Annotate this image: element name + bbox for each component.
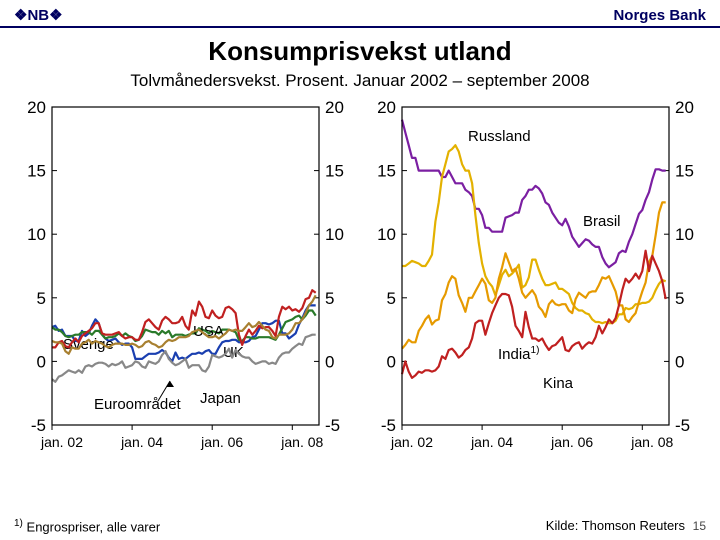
footnote: 1) Engrospriser, alle varer [14,518,160,534]
svg-text:jan. 02: jan. 02 [389,434,432,450]
page-number: 15 [693,519,706,533]
series-label-brasil: Brasil [583,213,621,230]
source: Kilde: Thomson Reuters 15 [546,518,706,534]
chart-right: -5 -5 0 0 5 5 10 10 15 15 20 20 Russland Brasil India1… [368,101,703,461]
svg-text:15: 15 [325,162,344,181]
svg-text:-5: -5 [325,416,340,435]
svg-text:10: 10 [27,225,46,244]
svg-text:10: 10 [377,225,396,244]
svg-text:5: 5 [36,289,45,308]
page-title: Konsumprisvekst utland [0,36,720,67]
logo: ❖NB❖ [14,6,63,24]
svg-text:20: 20 [675,101,694,117]
left-panel: -5-50055101015152020SverigeEuroområdetUS… [18,101,353,461]
svg-text:jan. 04: jan. 04 [470,434,513,450]
svg-text:jan. 06: jan. 06 [200,434,243,450]
svg-text:15: 15 [377,162,396,181]
svg-text:jan. 08: jan. 08 [280,434,323,450]
svg-text:0: 0 [36,352,45,371]
series-label-india: India1) [498,345,539,363]
svg-text:jan. 08: jan. 08 [630,434,673,450]
series-label-russland: Russland [468,128,531,145]
chart-left: -5-50055101015152020SverigeEuroområdetUS… [18,101,353,461]
right-panel: -5 -5 0 0 5 5 10 10 15 15 20 20 Russland Brasil India1… [368,101,703,461]
series-label-kina: Kina [543,375,574,392]
svg-text:5: 5 [675,289,684,308]
svg-text:10: 10 [325,225,344,244]
svg-text:20: 20 [325,101,344,117]
series-brasil [402,145,666,323]
svg-text:0: 0 [386,352,395,371]
page-subtitle: Tolvmånedersvekst. Prosent. Januar 2002 … [0,71,720,91]
panels: -5-50055101015152020SverigeEuroområdetUS… [0,101,720,461]
svg-text:0: 0 [675,352,684,371]
series-india [402,202,666,348]
svg-text:5: 5 [386,289,395,308]
header: ❖NB❖ Norges Bank [0,0,720,28]
svg-text:jan. 02: jan. 02 [39,434,82,450]
svg-text:-5: -5 [675,416,690,435]
footnote-text: Engrospriser, alle varer [27,519,161,534]
footnote-marker: 1) [14,518,23,529]
svg-text:jan. 06: jan. 06 [550,434,593,450]
svg-text:-5: -5 [30,416,45,435]
series-kina [402,251,666,378]
svg-text:0: 0 [325,352,334,371]
svg-text:jan. 04: jan. 04 [120,434,163,450]
svg-text:10: 10 [675,225,694,244]
footer: 1) Engrospriser, alle varer Kilde: Thoms… [0,518,720,534]
series-russland [402,120,666,268]
svg-text:5: 5 [325,289,334,308]
svg-text:15: 15 [27,162,46,181]
bank-name: Norges Bank [613,7,706,24]
svg-text:20: 20 [27,101,46,117]
series-label-euroområdet: Euroområdet [94,396,182,413]
svg-text:20: 20 [377,101,396,117]
svg-text:-5: -5 [380,416,395,435]
svg-text:15: 15 [675,162,694,181]
series-label-japan: Japan [200,390,241,407]
